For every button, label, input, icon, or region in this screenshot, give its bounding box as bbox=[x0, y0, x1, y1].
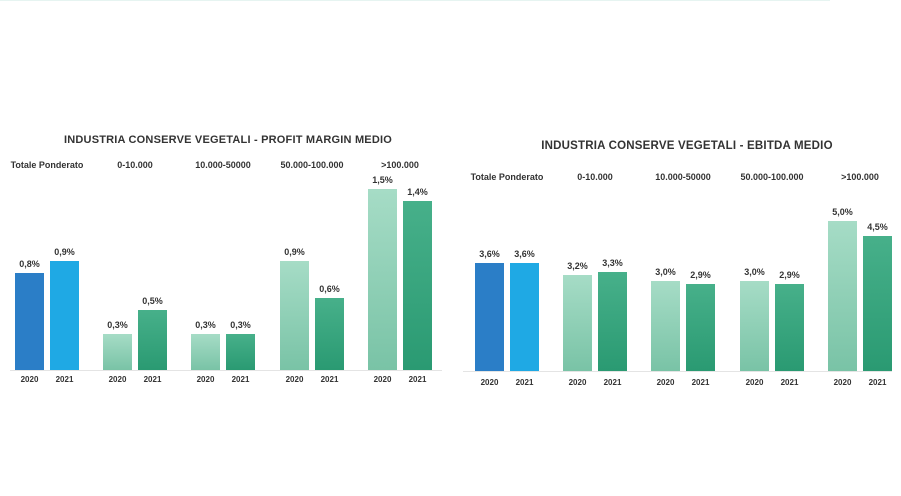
year-tick-label: 2021 bbox=[143, 375, 162, 384]
data-label: 1,5% bbox=[372, 175, 393, 185]
bar-2021 bbox=[775, 284, 804, 371]
bar-2021 bbox=[138, 310, 167, 370]
data-label: 3,6% bbox=[514, 249, 535, 259]
bar-2020 bbox=[15, 273, 44, 370]
bar-2020 bbox=[191, 334, 220, 370]
data-label: 0,3% bbox=[107, 320, 128, 330]
category-label: >100.000 bbox=[381, 160, 419, 170]
bar-2021 bbox=[686, 284, 715, 371]
data-label: 2,9% bbox=[779, 270, 800, 280]
year-tick-label: 2021 bbox=[868, 378, 887, 387]
data-label: 0,9% bbox=[54, 247, 75, 257]
data-label: 4,5% bbox=[867, 222, 888, 232]
year-tick-label: 2020 bbox=[480, 378, 499, 387]
bar-2020 bbox=[475, 263, 504, 371]
year-tick-label: 2020 bbox=[568, 378, 587, 387]
bar-2021 bbox=[403, 201, 432, 370]
bar-2021 bbox=[50, 261, 79, 370]
data-label: 3,3% bbox=[602, 258, 623, 268]
year-tick-label: 2020 bbox=[285, 375, 304, 384]
year-tick-label: 2021 bbox=[231, 375, 250, 384]
data-label: 5,0% bbox=[832, 207, 853, 217]
data-label: 0,9% bbox=[284, 247, 305, 257]
chart-title: INDUSTRIA CONSERVE VEGETALI - PROFIT MAR… bbox=[64, 134, 392, 146]
year-tick-label: 2021 bbox=[515, 378, 534, 387]
data-label: 3,0% bbox=[655, 267, 676, 277]
bar-2021 bbox=[598, 272, 627, 371]
chart-baseline bbox=[463, 371, 892, 372]
bar-2020 bbox=[103, 334, 132, 370]
category-label: Totale Ponderato bbox=[10, 160, 84, 170]
year-tick-label: 2021 bbox=[320, 375, 339, 384]
category-label: 10.000-50000 bbox=[195, 160, 251, 170]
year-tick-label: 2020 bbox=[373, 375, 392, 384]
category-label: >100.000 bbox=[841, 172, 879, 182]
category-label: 10.000-50000 bbox=[655, 172, 711, 182]
year-tick-label: 2020 bbox=[196, 375, 215, 384]
year-tick-label: 2020 bbox=[108, 375, 127, 384]
year-tick-label: 2021 bbox=[55, 375, 74, 384]
bar-2021 bbox=[315, 298, 344, 370]
data-label: 3,6% bbox=[479, 249, 500, 259]
data-label: 1,4% bbox=[407, 187, 428, 197]
category-label: 0-10.000 bbox=[117, 160, 153, 170]
chart-baseline bbox=[10, 370, 442, 371]
year-tick-label: 2020 bbox=[20, 375, 39, 384]
bar-2020 bbox=[563, 275, 592, 371]
bar-2021 bbox=[863, 236, 892, 371]
bar-2021 bbox=[510, 263, 539, 371]
category-label: 0-10.000 bbox=[577, 172, 613, 182]
data-label: 0,3% bbox=[230, 320, 251, 330]
category-label: 50.000-100.000 bbox=[280, 160, 344, 170]
data-label: 0,6% bbox=[319, 284, 340, 294]
year-tick-label: 2021 bbox=[603, 378, 622, 387]
category-label: Totale Ponderato bbox=[470, 172, 544, 182]
data-label: 3,0% bbox=[744, 267, 765, 277]
year-tick-label: 2021 bbox=[408, 375, 427, 384]
year-tick-label: 2020 bbox=[745, 378, 764, 387]
year-tick-label: 2020 bbox=[656, 378, 675, 387]
category-label: 50.000-100.000 bbox=[740, 172, 804, 182]
year-tick-label: 2020 bbox=[833, 378, 852, 387]
year-tick-label: 2021 bbox=[691, 378, 710, 387]
year-tick-label: 2021 bbox=[780, 378, 799, 387]
data-label: 0,5% bbox=[142, 296, 163, 306]
bar-2020 bbox=[828, 221, 857, 371]
bar-2020 bbox=[740, 281, 769, 371]
top-divider-line bbox=[0, 0, 830, 1]
data-label: 2,9% bbox=[690, 270, 711, 280]
bar-2021 bbox=[226, 334, 255, 370]
data-label: 0,3% bbox=[195, 320, 216, 330]
data-label: 3,2% bbox=[567, 261, 588, 271]
bar-2020 bbox=[651, 281, 680, 371]
data-label: 0,8% bbox=[19, 259, 40, 269]
bar-2020 bbox=[368, 189, 397, 370]
bar-2020 bbox=[280, 261, 309, 370]
chart-title: INDUSTRIA CONSERVE VEGETALI - EBITDA MED… bbox=[541, 140, 833, 152]
